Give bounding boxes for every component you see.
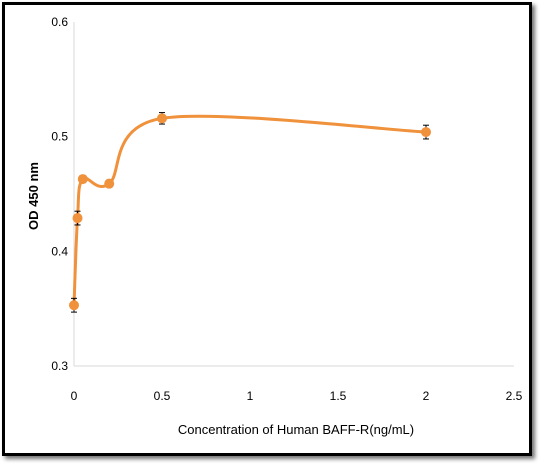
x-axis-title: Concentration of Human BAFF-R(ng/mL) <box>178 422 414 437</box>
y-tick-label: 0.3 <box>51 359 68 373</box>
x-tick-label: 1 <box>247 389 254 403</box>
y-tick-label: 0.5 <box>51 130 68 144</box>
x-tick-label: 0 <box>71 389 78 403</box>
y-axis-title: OD 450 nm <box>26 162 41 230</box>
y-tick-label: 0.6 <box>51 15 68 29</box>
series <box>69 112 431 313</box>
x-tick-label: 2.5 <box>506 389 523 403</box>
chart-frame <box>2 2 532 456</box>
y-tick-label: 0.4 <box>51 244 68 258</box>
x-tick-labels: 0 0.5 1 1.5 2 2.5 <box>71 389 523 403</box>
data-point <box>421 127 431 138</box>
axes <box>73 22 514 367</box>
x-tick-label: 1.5 <box>330 389 347 403</box>
y-tick-labels: 0.3 0.4 0.5 0.6 <box>51 15 68 373</box>
x-tick-label: 2 <box>423 389 430 403</box>
series-line <box>72 114 427 306</box>
x-tick-label: 0.5 <box>154 389 171 403</box>
data-point <box>69 300 79 311</box>
data-point <box>72 213 83 224</box>
data-point <box>77 174 88 185</box>
data-point <box>157 113 167 124</box>
data-point <box>104 178 115 189</box>
